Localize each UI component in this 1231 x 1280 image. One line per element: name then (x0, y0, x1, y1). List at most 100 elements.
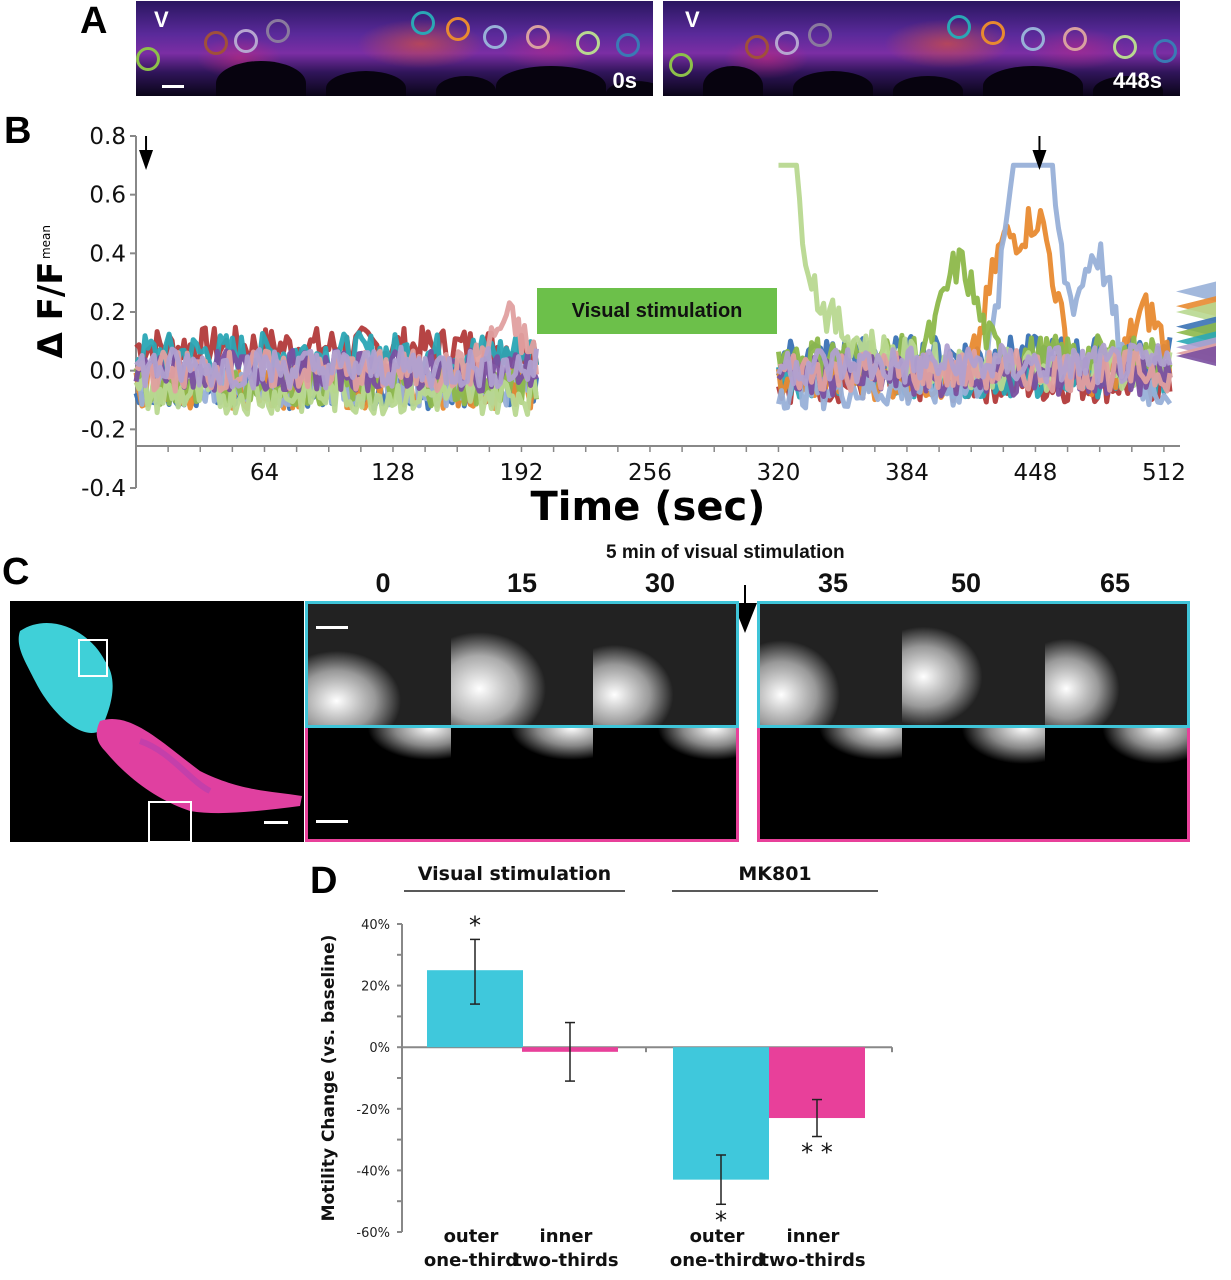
x-tick-label: 448 (1013, 460, 1057, 486)
trace-end-marker (1176, 302, 1216, 322)
x-tick-label: 512 (1142, 460, 1186, 486)
frame-35 (760, 604, 903, 725)
time-label: 448s (1113, 68, 1162, 93)
roi-circle (1153, 39, 1177, 63)
stim-header: 5 min of visual stimulation (606, 542, 845, 563)
x-tick-label: 256 (628, 460, 672, 486)
roi-box-outer (78, 639, 108, 677)
roi-circle (526, 25, 550, 49)
scale-bar (162, 85, 184, 88)
x-axis-title: Time (sec) (531, 484, 766, 530)
frame-65 (1044, 604, 1187, 725)
category-label: outer (690, 1226, 745, 1247)
trace-end-marker (1176, 346, 1216, 366)
trace-roi-10 (134, 344, 539, 391)
frame-0 (308, 604, 451, 725)
significance-marker: * (715, 1206, 727, 1234)
scale-bar (264, 821, 288, 824)
frame-15 (450, 728, 594, 839)
frame-15 (450, 604, 594, 725)
roi-circle (266, 19, 290, 43)
orientation-label: V (685, 7, 700, 32)
visual-stimulation-box: Visual stimulation (537, 288, 777, 334)
y-tick-label: -20% (356, 1103, 390, 1118)
outer-frames-pre (305, 601, 739, 728)
cell-shape (18, 622, 302, 814)
motility-bar-chart: Visual stimulation MK801 40% 20% 0% -20% -40% -… (319, 863, 893, 1271)
roi-circle (745, 35, 769, 59)
y-tick-label: 0.4 (89, 241, 126, 267)
inner-frames-post (757, 728, 1190, 842)
frame-0 (308, 728, 451, 839)
roi-circle (669, 53, 693, 77)
y-tick-label: 0% (369, 1041, 390, 1056)
roi-circle (1063, 27, 1087, 51)
panel-b-letter: B (4, 110, 32, 152)
frame-30 (593, 728, 737, 839)
roi-circle (234, 29, 258, 53)
roi-circle (411, 11, 435, 35)
roi-circle (483, 25, 507, 49)
y-tick-label: -60% (356, 1226, 390, 1241)
inner-frames-pre (305, 728, 739, 842)
scale-bar (316, 626, 348, 629)
time-label: 0s (612, 68, 637, 93)
y-tick-label: 0.8 (89, 124, 126, 150)
trace-chart: -0.4 -0.2 0.0 0.2 0.4 0.6 0.8 64 128 192 256 320 384… (31, 124, 1216, 530)
roi-circle (136, 47, 160, 71)
outer-frames-post (757, 601, 1190, 728)
group-label: Visual stimulation (418, 863, 611, 885)
trace-roi-10 (776, 342, 1173, 387)
x-tick-label: 64 (250, 460, 279, 486)
y-axis-title: Δ F/F (31, 261, 71, 358)
timepoint-label: 15 (506, 568, 538, 598)
x-tick-label: 320 (757, 460, 801, 486)
timepoint-label: 30 (644, 568, 676, 598)
roi-circle (775, 31, 799, 55)
y-tick-label: 40% (361, 918, 390, 933)
timepoint-label: 35 (817, 568, 849, 598)
y-axis-subscript: mean (39, 225, 53, 259)
category-label: one-third (424, 1250, 518, 1271)
panel-c-letter: C (2, 551, 30, 593)
y-tick-label: 0.2 (89, 300, 126, 326)
panel-a-image-0s: V 0s (136, 1, 653, 96)
scale-bar (316, 820, 348, 823)
orientation-label: V (154, 7, 169, 32)
timepoint-label: 65 (1099, 568, 1131, 598)
x-tick-label: 384 (885, 460, 929, 486)
frame-65 (1044, 728, 1187, 839)
category-label: two-thirds (513, 1250, 618, 1271)
frame-35 (760, 728, 903, 839)
microglia-overview-image (10, 601, 304, 842)
category-label: outer (444, 1226, 499, 1247)
y-tick-label: 20% (361, 980, 390, 995)
x-tick-label: 128 (371, 460, 415, 486)
stimulation-arrow-icon (733, 585, 757, 633)
frame-50 (902, 604, 1045, 725)
roi-circle (1113, 35, 1137, 59)
roi-circle (808, 23, 832, 47)
frame-50 (902, 728, 1045, 839)
y-tick-label: -0.4 (81, 476, 126, 502)
roi-circle (204, 31, 228, 55)
roi-circle (1021, 27, 1045, 51)
y-tick-label: 0.6 (89, 183, 126, 209)
panel-d-letter: D (310, 860, 338, 902)
roi-circle (947, 15, 971, 39)
category-label: two-thirds (760, 1250, 865, 1271)
trace-end-marker (1176, 281, 1216, 302)
roi-box-inner (148, 801, 192, 842)
arrow-head-icon (1032, 150, 1047, 170)
category-label: one-third (670, 1250, 764, 1271)
y-tick-label: -40% (356, 1164, 390, 1179)
panel-a-letter: A (80, 0, 108, 42)
significance-marker: * * (801, 1139, 833, 1167)
category-label: inner (540, 1226, 593, 1247)
x-tick-label: 192 (500, 460, 544, 486)
frame-30 (593, 604, 737, 725)
panel-a-image-448s: V 448s (663, 1, 1180, 96)
timepoint-label: 50 (950, 568, 982, 598)
timepoint-label: 0 (375, 568, 391, 598)
group-label: MK801 (738, 863, 811, 885)
